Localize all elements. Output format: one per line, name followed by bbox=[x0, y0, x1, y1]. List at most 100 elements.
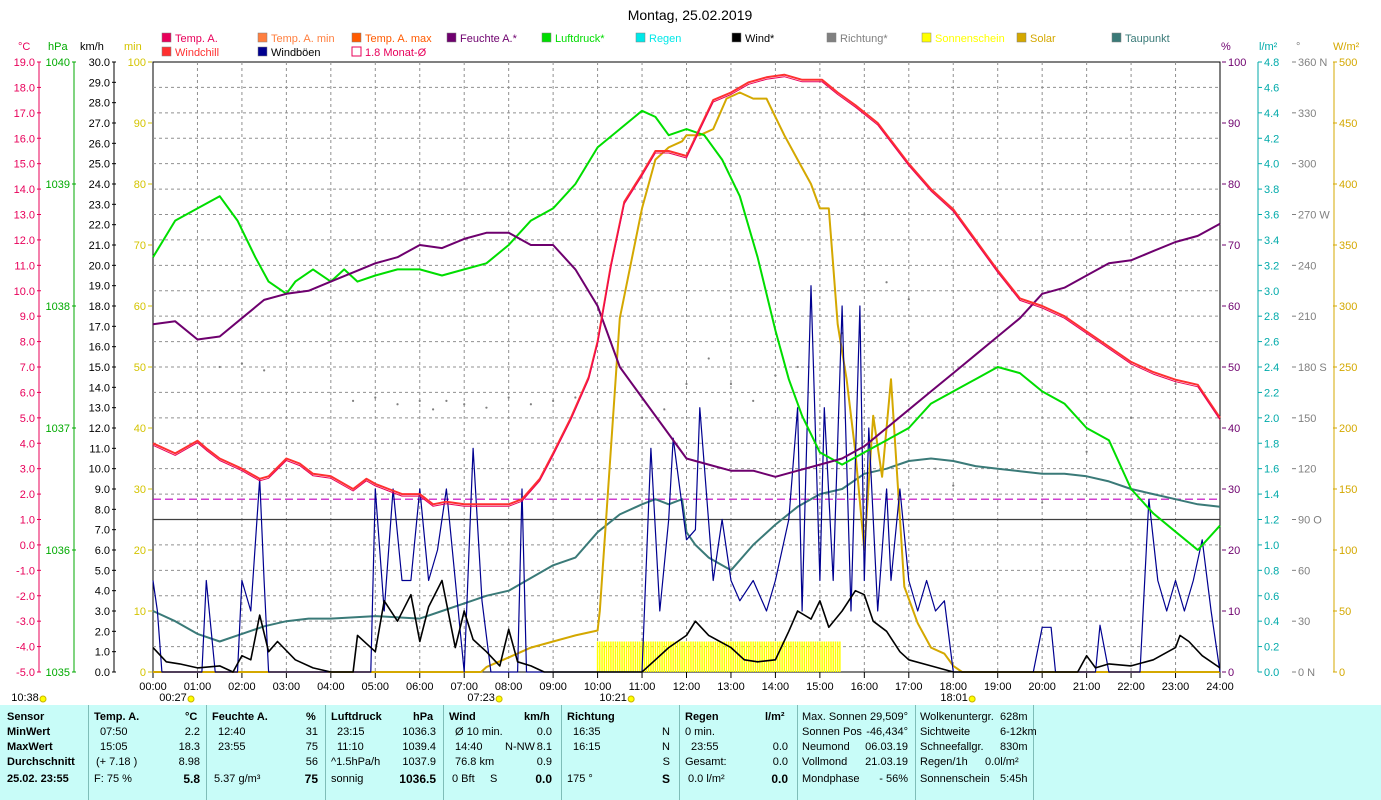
sun-axis-tick: 90 bbox=[134, 118, 146, 130]
solar-axis-tick: 250 bbox=[1339, 362, 1357, 374]
rain-axis-tick: 4.0 bbox=[1264, 159, 1279, 171]
direction-dot bbox=[934, 467, 937, 470]
x-marker-sun bbox=[495, 695, 503, 703]
sun-value-3: 21.03.19 bbox=[865, 756, 908, 768]
temp-axis-tick: -2.0 bbox=[16, 591, 35, 603]
sun-value-1: -46,434° bbox=[866, 726, 908, 738]
direction-dot bbox=[529, 403, 532, 406]
direction-dot bbox=[396, 403, 399, 406]
rain-axis-tick: 0.8 bbox=[1264, 565, 1279, 577]
hum-header: Feuchte A. bbox=[212, 711, 268, 723]
temp-axis-tick: 2.0 bbox=[20, 489, 35, 501]
series-wind-line bbox=[152, 579, 1221, 673]
press-avg-note: ^1.5hPa/h bbox=[331, 756, 381, 768]
rain-r2-label: 23:55 bbox=[691, 741, 719, 753]
x-tick-label: 18:00 bbox=[939, 681, 967, 693]
series-luftdruck-line bbox=[152, 109, 1221, 551]
pressure-axis-tick: 1036 bbox=[46, 545, 70, 557]
x-tick-label: 24:00 bbox=[1206, 681, 1234, 693]
grid bbox=[152, 61, 1221, 673]
dir-axis-tick: 180 S bbox=[1298, 362, 1327, 374]
solar-axis-tick: 0 bbox=[1339, 667, 1345, 679]
legend-label: Temp. A. bbox=[175, 33, 218, 45]
rain-axis-tick: 3.4 bbox=[1264, 235, 1279, 247]
axis-unit-labels: °C hPa km/h min % l/m² ° W/m² bbox=[18, 41, 1360, 53]
x-tick-label: 07:00 bbox=[450, 681, 478, 693]
humidity-axis-tick: 80 bbox=[1228, 179, 1240, 191]
x-tick-label: 10:00 bbox=[584, 681, 612, 693]
series-feuchte-a-line bbox=[152, 222, 1221, 478]
sun-axis-tick: 40 bbox=[134, 423, 146, 435]
temp-axis-tick: 0.0 bbox=[20, 540, 35, 552]
temp-avg-note: (+ 7.18 ) bbox=[96, 756, 138, 768]
cloud-value-4: 5:45h bbox=[1000, 773, 1028, 785]
direction-dot bbox=[796, 365, 799, 369]
wind-axis-tick: 20.0 bbox=[89, 260, 110, 272]
direction-dot bbox=[1174, 382, 1177, 386]
sun-axis-tick: 30 bbox=[134, 484, 146, 496]
series-layer bbox=[152, 73, 1221, 673]
legend-swatch bbox=[161, 32, 172, 43]
wind-axis-tick: 5.0 bbox=[95, 565, 110, 577]
wind-axis-tick: 30.0 bbox=[89, 57, 110, 69]
humidity-axis-tick: 90 bbox=[1228, 118, 1240, 130]
temp-axis-tick: 1.0 bbox=[20, 515, 35, 527]
temp-axis-tick: 10.0 bbox=[14, 286, 35, 298]
sun-label-1: Sonnen Pos bbox=[802, 726, 862, 738]
wind-axis-tick: 26.0 bbox=[89, 138, 110, 150]
direction-dot bbox=[507, 396, 510, 399]
temp-axis-tick: -3.0 bbox=[16, 616, 35, 628]
rain-axis-tick: 3.2 bbox=[1264, 260, 1279, 272]
x-marker-label: 00:27 bbox=[159, 692, 187, 704]
rain-axis-tick: 2.2 bbox=[1264, 387, 1279, 399]
hum-min-time: 12:40 bbox=[218, 726, 246, 738]
wind-axis-tick: 27.0 bbox=[89, 118, 110, 130]
legend-swatch bbox=[351, 46, 362, 57]
wind-axis-tick: 24.0 bbox=[89, 179, 110, 191]
x-tick-label: 13:00 bbox=[717, 681, 745, 693]
legend-swatch bbox=[541, 32, 552, 43]
x-tick-label: 02:00 bbox=[228, 681, 256, 693]
rain-axis-tick: 4.4 bbox=[1264, 108, 1279, 120]
wind-axis-tick: 9.0 bbox=[95, 484, 110, 496]
wind-axis-tick: 12.0 bbox=[89, 423, 110, 435]
temp-max: 18.3 bbox=[178, 741, 200, 753]
rain-axis-tick: 2.6 bbox=[1264, 337, 1279, 349]
direction-dot bbox=[485, 406, 488, 409]
x-marker-sun bbox=[627, 695, 635, 703]
direction-dot bbox=[907, 298, 910, 301]
sun-label-0: Max. Sonnen bbox=[802, 711, 867, 723]
dir-r1-label: 16:35 bbox=[573, 726, 601, 738]
wind-axis-tick: 23.0 bbox=[89, 199, 110, 211]
direction-dot bbox=[640, 416, 644, 419]
unit-temp: °C bbox=[18, 41, 30, 53]
unit-sun: min bbox=[124, 41, 142, 53]
sun-axis-tick: 80 bbox=[134, 179, 146, 191]
rain-axis-tick: 3.6 bbox=[1264, 210, 1279, 222]
temp-axis-tick: 8.0 bbox=[20, 337, 35, 349]
x-tick-label: 15:00 bbox=[806, 681, 834, 693]
press-unit: hPa bbox=[413, 711, 434, 723]
wind-axis-tick: 15.0 bbox=[89, 362, 110, 374]
x-tick-label: 21:00 bbox=[1073, 681, 1101, 693]
wind-axis-tick: 19.0 bbox=[89, 281, 110, 293]
sun-value-0: 29,509° bbox=[869, 711, 908, 723]
sensor-header: Sensor bbox=[7, 711, 45, 723]
temp-axis-tick: 4.0 bbox=[20, 438, 35, 450]
legend-label: Temp. A. max bbox=[365, 33, 432, 45]
temp-axis-tick: 18.0 bbox=[14, 82, 35, 94]
rain-axis-tick: 0.2 bbox=[1264, 642, 1279, 654]
pressure-axis-tick: 1040 bbox=[46, 57, 70, 69]
temp-unit: °C bbox=[185, 711, 198, 723]
sun-label-3: Vollmond bbox=[802, 756, 848, 768]
direction-dot bbox=[952, 484, 955, 487]
wind-header: Wind bbox=[449, 711, 476, 723]
rain-axis-tick: 0.0 bbox=[1264, 667, 1279, 679]
wind-r3-value: 0.9 bbox=[536, 756, 552, 768]
x-marker-sun bbox=[39, 695, 47, 703]
dir-foot-value: S bbox=[661, 772, 670, 786]
hum-avg: 56 bbox=[305, 756, 318, 768]
solar-axis-tick: 100 bbox=[1339, 545, 1357, 557]
humidity-axis-tick: 100 bbox=[1228, 57, 1246, 69]
unit-dir: ° bbox=[1296, 41, 1300, 53]
